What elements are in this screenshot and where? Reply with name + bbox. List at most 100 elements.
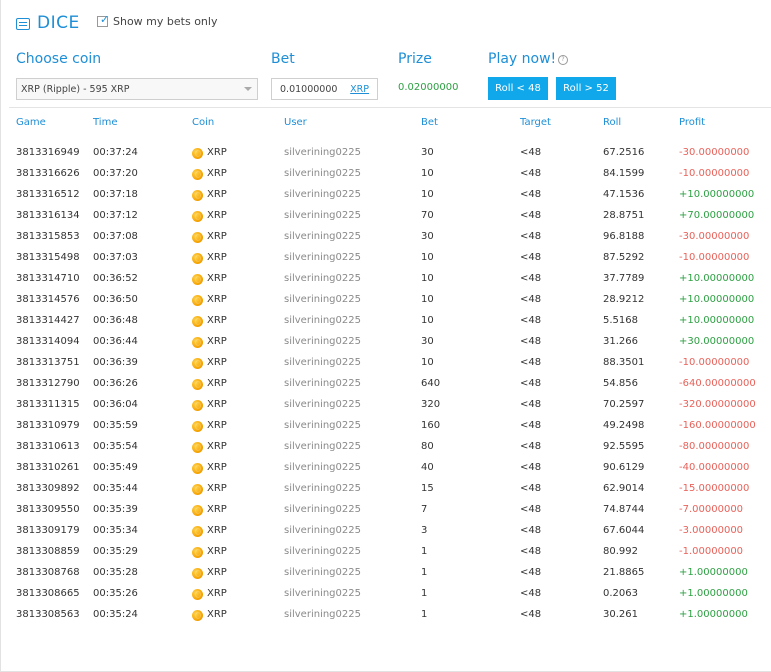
profit-cell: +10.00000000 bbox=[679, 315, 755, 326]
coin-cell: XRP bbox=[192, 188, 227, 202]
user-cell: silverining0225 bbox=[284, 273, 361, 284]
roll-cell: 37.7789 bbox=[603, 273, 645, 284]
help-icon[interactable]: ? bbox=[558, 55, 568, 65]
coin-label: XRP bbox=[207, 504, 227, 515]
coin-cell: XRP bbox=[192, 377, 227, 391]
coin-label: XRP bbox=[207, 357, 227, 368]
coin-cell: XRP bbox=[192, 440, 227, 454]
game-cell: 3813309550 bbox=[16, 504, 80, 515]
coin-cell: XRP bbox=[192, 482, 227, 496]
column-header-time: Time bbox=[93, 117, 118, 128]
column-header-user: User bbox=[284, 117, 307, 128]
profit-cell: +70.00000000 bbox=[679, 210, 755, 221]
profit-cell: -15.00000000 bbox=[679, 483, 750, 494]
user-cell: silverining0225 bbox=[284, 462, 361, 473]
time-cell: 00:35:26 bbox=[93, 588, 138, 599]
time-cell: 00:35:59 bbox=[93, 420, 138, 431]
bet-input[interactable]: 0.01000000 XRP bbox=[271, 78, 378, 100]
profit-cell: -10.00000000 bbox=[679, 252, 750, 263]
target-cell: <48 bbox=[520, 399, 542, 410]
profit-cell: -10.00000000 bbox=[679, 168, 750, 179]
roll-cell: 28.9212 bbox=[603, 294, 645, 305]
bet-cell: 320 bbox=[421, 399, 441, 410]
time-cell: 00:36:50 bbox=[93, 294, 138, 305]
user-cell: silverining0225 bbox=[284, 420, 361, 431]
roll-under-button[interactable]: Roll < 48 bbox=[488, 77, 548, 100]
coin-cell: XRP bbox=[192, 356, 227, 370]
profit-cell: -30.00000000 bbox=[679, 231, 750, 242]
divider bbox=[9, 107, 771, 108]
xrp-coin-icon bbox=[192, 378, 203, 390]
time-cell: 00:37:20 bbox=[93, 168, 138, 179]
profit-cell: -160.00000000 bbox=[679, 420, 756, 431]
choose-coin-label: Choose coin bbox=[16, 51, 102, 67]
bet-cell: 10 bbox=[421, 273, 434, 284]
xrp-coin-icon bbox=[192, 294, 203, 306]
time-cell: 00:35:39 bbox=[93, 504, 138, 515]
profit-cell: -7.00000000 bbox=[679, 504, 744, 515]
user-cell: silverining0225 bbox=[284, 504, 361, 515]
xrp-coin-icon bbox=[192, 567, 203, 579]
profit-cell: +10.00000000 bbox=[679, 294, 755, 305]
coin-label: XRP bbox=[207, 483, 227, 494]
target-cell: <48 bbox=[520, 504, 542, 515]
xrp-coin-icon bbox=[192, 357, 203, 369]
game-cell: 3813310261 bbox=[16, 462, 80, 473]
table-row: 3813316949 00:37:24 XRP silverining0225 30 <4… bbox=[0, 146, 771, 167]
profit-cell: -1.00000000 bbox=[679, 546, 744, 557]
profit-cell: -30.00000000 bbox=[679, 147, 750, 158]
show-my-bets-toggle[interactable]: ✓ Show my bets only bbox=[97, 14, 217, 28]
show-my-bets-checkbox[interactable]: ✓ bbox=[97, 14, 109, 27]
column-header-target: Target bbox=[520, 117, 551, 128]
user-cell: silverining0225 bbox=[284, 567, 361, 578]
game-cell: 3813311315 bbox=[16, 399, 80, 410]
roll-cell: 92.5595 bbox=[603, 441, 645, 452]
profit-cell: +10.00000000 bbox=[679, 189, 755, 200]
target-cell: <48 bbox=[520, 336, 542, 347]
coin-label: XRP bbox=[207, 315, 227, 326]
target-cell: <48 bbox=[520, 273, 542, 284]
table-row: 3813308563 00:35:24 XRP silverining0225 1 <48… bbox=[0, 608, 771, 629]
bet-cell: 70 bbox=[421, 210, 434, 221]
game-cell: 3813316626 bbox=[16, 168, 80, 179]
coin-cell: XRP bbox=[192, 461, 227, 475]
coin-cell: XRP bbox=[192, 272, 227, 286]
roll-cell: 49.2498 bbox=[603, 420, 645, 431]
user-cell: silverining0225 bbox=[284, 546, 361, 557]
table-row: 3813308768 00:35:28 XRP silverining0225 1 <48… bbox=[0, 566, 771, 587]
xrp-coin-icon bbox=[192, 315, 203, 327]
table-row: 3813309892 00:35:44 XRP silverining0225 15 <4… bbox=[0, 482, 771, 503]
game-cell: 3813314710 bbox=[16, 273, 80, 284]
coin-cell: XRP bbox=[192, 230, 227, 244]
xrp-coin-icon bbox=[192, 210, 203, 222]
xrp-coin-icon bbox=[192, 147, 203, 159]
user-cell: silverining0225 bbox=[284, 252, 361, 263]
table-row: 3813316512 00:37:18 XRP silverining0225 10 <4… bbox=[0, 188, 771, 209]
game-cell: 3813315853 bbox=[16, 231, 80, 242]
xrp-coin-icon bbox=[192, 252, 203, 264]
roll-cell: 62.9014 bbox=[603, 483, 645, 494]
prize-value: 0.02000000 bbox=[398, 82, 459, 93]
target-cell: <48 bbox=[520, 378, 542, 389]
roll-over-button[interactable]: Roll > 52 bbox=[556, 77, 616, 100]
xrp-coin-icon bbox=[192, 462, 203, 474]
bet-unit-link[interactable]: XRP bbox=[350, 83, 369, 95]
coin-cell: XRP bbox=[192, 398, 227, 412]
roll-cell: 87.5292 bbox=[603, 252, 645, 263]
table-row: 3813310979 00:35:59 XRP silverining0225 160 <… bbox=[0, 419, 771, 440]
user-cell: silverining0225 bbox=[284, 147, 361, 158]
game-cell: 3813314576 bbox=[16, 294, 80, 305]
coin-cell: XRP bbox=[192, 146, 227, 160]
target-cell: <48 bbox=[520, 231, 542, 242]
bet-cell: 10 bbox=[421, 252, 434, 263]
coin-cell: XRP bbox=[192, 251, 227, 265]
coin-cell: XRP bbox=[192, 209, 227, 223]
bet-input-value[interactable]: 0.01000000 bbox=[280, 83, 338, 95]
time-cell: 00:35:34 bbox=[93, 525, 138, 536]
xrp-coin-icon bbox=[192, 483, 203, 495]
dice-header: DICE bbox=[16, 12, 80, 34]
time-cell: 00:36:39 bbox=[93, 357, 138, 368]
game-cell: 3813316949 bbox=[16, 147, 80, 158]
game-cell: 3813310613 bbox=[16, 441, 80, 452]
coin-select[interactable]: XRP (Ripple) - 595 XRP bbox=[16, 78, 258, 100]
